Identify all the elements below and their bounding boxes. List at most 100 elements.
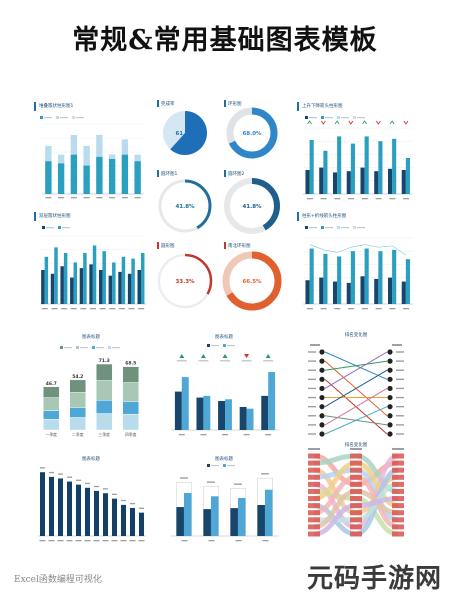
tick-label [83, 197, 90, 199]
column-bottom [96, 156, 103, 194]
rank-node [392, 481, 404, 487]
column-series-1 [50, 273, 55, 304]
arrow-marker [334, 120, 340, 125]
category-label: 四季度 [125, 432, 137, 437]
tick-label [118, 308, 125, 310]
column-series-1 [387, 277, 393, 304]
column-series-2 [337, 136, 342, 194]
data-label [48, 471, 55, 474]
legend-label [96, 347, 104, 349]
panel-rank-ribbon: 排名变化图 [300, 440, 412, 540]
tick-label [334, 198, 341, 200]
panel-title: 圆环图1 [161, 172, 178, 177]
stack-segment [122, 366, 139, 383]
row-label [308, 369, 316, 371]
column-series-2 [44, 256, 49, 304]
tick-label [262, 540, 269, 542]
column-bottom [70, 154, 78, 194]
column-series-2 [210, 496, 219, 536]
legend-label [357, 117, 365, 119]
stack-segment [122, 382, 139, 402]
tick-label [375, 308, 382, 310]
rank-line [324, 388, 388, 426]
panel-double-column: 双层簇状柱形图 [32, 208, 150, 314]
rank-node [392, 496, 404, 502]
legend-label [309, 227, 317, 229]
tick-label [134, 197, 141, 199]
footer-text: Excel函数编程可视化 [14, 575, 102, 585]
column-series-2 [309, 140, 314, 194]
panel-stacked-quarter: 图表标题 46.7 一季度 54.2 二季度 71.3 三季度 68.5 四季度 [32, 330, 150, 442]
rank-node [319, 367, 325, 373]
column-series-2 [181, 377, 189, 430]
rank-node [350, 481, 362, 487]
data-label [57, 473, 64, 475]
rank-node [308, 481, 320, 487]
chart-p1 [40, 116, 144, 199]
tick-label [389, 198, 396, 200]
column-header [350, 448, 362, 450]
rank-node [308, 467, 320, 473]
donut-arc [224, 178, 280, 234]
rank-node [308, 517, 320, 523]
row-label [308, 424, 316, 426]
tick-label [61, 308, 68, 310]
panel-title: 上升下降箭头柱形图 [302, 104, 343, 109]
column-series-2 [405, 158, 410, 194]
column-series-1 [79, 268, 84, 304]
column-series-1 [218, 400, 225, 430]
chart-p9: 33.3% [157, 253, 213, 309]
column-bottom [57, 163, 65, 194]
row-label [308, 433, 316, 435]
panel-title: 完成率 [161, 102, 175, 107]
column-series-1 [203, 509, 211, 536]
tick-label [129, 540, 136, 542]
rank-node [350, 467, 362, 473]
rank-node [350, 503, 362, 509]
line-series [309, 244, 407, 256]
row-label [396, 387, 404, 390]
data-label: 71.3 [99, 358, 110, 364]
panel-title: 环形图 [228, 102, 242, 107]
rank-node [392, 467, 404, 473]
rank-node [319, 422, 325, 428]
tick-label [375, 198, 382, 200]
rank-node [392, 460, 404, 466]
tick-label [51, 308, 58, 310]
column-series-2 [63, 253, 68, 304]
legend-label [325, 117, 333, 119]
column-series-1 [70, 277, 74, 304]
rank-line [324, 369, 388, 408]
tick-label [121, 197, 128, 199]
tick-label [181, 540, 188, 542]
rank-node [350, 531, 362, 537]
row-label [396, 360, 404, 362]
column-series-1 [98, 270, 103, 304]
column-series-1 [89, 264, 93, 304]
column-top [83, 145, 90, 166]
column-series-1 [374, 278, 379, 304]
chart-p16 [308, 448, 404, 537]
category-label: 二季度 [72, 432, 84, 437]
column-series-1 [239, 406, 247, 430]
panel-title: 排名变化图 [344, 333, 368, 338]
rank-node [387, 431, 393, 437]
column-series-1 [332, 281, 338, 304]
stack-segment [96, 363, 113, 381]
panel-donut-9: 圆形图 33.3% [155, 240, 215, 314]
row-label [308, 351, 316, 353]
tick-label [138, 308, 145, 310]
tick-label [243, 434, 250, 436]
stack-segment [96, 413, 113, 431]
tick-label [265, 434, 272, 436]
legend-label [44, 117, 52, 119]
panel-title: 图表标题 [215, 335, 233, 340]
panel-donut-6: 圆环图1 41.8% [155, 168, 215, 236]
rank-node [387, 376, 393, 382]
tick-label [320, 308, 327, 310]
tick-label [138, 540, 145, 542]
legend-label [112, 347, 120, 349]
row-label [308, 378, 316, 381]
data-label [206, 481, 215, 483]
column-series-2 [83, 253, 87, 304]
